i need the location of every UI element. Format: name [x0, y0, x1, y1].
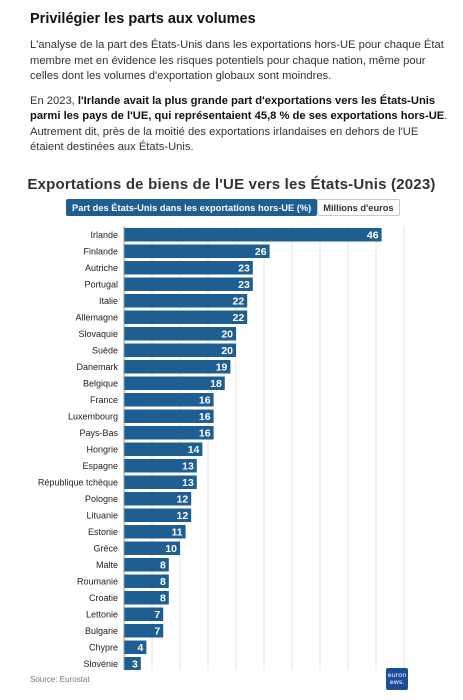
bar-value-label: 8	[160, 576, 166, 588]
bar-value-label: 13	[182, 477, 194, 489]
bar-value-label: 14	[188, 444, 200, 456]
category-label: Chypre	[89, 643, 118, 653]
bar	[124, 541, 180, 555]
bar	[124, 640, 147, 654]
bar-value-label: 19	[216, 361, 228, 373]
bar	[124, 607, 164, 621]
bar	[124, 492, 192, 506]
category-label: Espagne	[82, 461, 118, 471]
bar	[124, 657, 141, 670]
category-label: Pays-Bas	[79, 428, 118, 438]
bar	[124, 475, 197, 489]
bar-value-label: 4	[138, 642, 144, 654]
category-label: Irlande	[90, 230, 118, 240]
category-label: Estonie	[88, 527, 118, 537]
bar	[124, 426, 214, 440]
category-label: Bulgarie	[85, 626, 118, 636]
category-label: Suède	[92, 346, 118, 356]
bar-value-label: 8	[160, 559, 166, 571]
category-label: Hongrie	[86, 445, 118, 455]
bar-value-label: 12	[177, 493, 189, 505]
bar-value-label: 16	[199, 411, 211, 423]
bar-value-label: 10	[165, 543, 177, 555]
category-label: Slovaquie	[78, 329, 118, 339]
bar	[124, 343, 236, 357]
bar	[124, 591, 169, 605]
paragraph-2-lead: En 2023,	[30, 94, 78, 107]
bar-value-label: 20	[221, 328, 233, 340]
bar	[124, 508, 192, 522]
category-label: République tchèque	[38, 478, 118, 488]
bar-value-label: 23	[238, 262, 250, 274]
category-label: Pologne	[85, 494, 118, 504]
category-label: Finlande	[83, 247, 118, 257]
bar-value-label: 11	[171, 526, 182, 538]
euronews-logo: euronews.	[386, 668, 408, 690]
bar-value-label: 8	[160, 592, 166, 604]
category-label: Lituanie	[86, 511, 118, 521]
category-label: Belgique	[83, 379, 118, 389]
bar	[124, 376, 225, 390]
category-label: Croatie	[89, 593, 118, 603]
category-label: Allemagne	[75, 313, 118, 323]
bar	[124, 558, 169, 572]
bar	[124, 409, 214, 423]
category-label: Malte	[96, 560, 118, 570]
chart-title: Exportations de biens de l'UE vers les É…	[27, 176, 436, 193]
category-label: Luxembourg	[68, 412, 118, 422]
article-heading: Privilégier les parts aux volumes	[30, 11, 256, 27]
bar-value-label: 16	[199, 394, 211, 406]
bar-value-label: 18	[210, 378, 222, 390]
bar	[124, 327, 236, 341]
bar-value-label: 22	[233, 312, 245, 324]
bar	[124, 277, 253, 291]
bar	[124, 261, 253, 275]
bar	[124, 442, 203, 456]
bar-value-label: 23	[238, 279, 250, 291]
category-label: Danemark	[76, 362, 118, 372]
bar	[124, 393, 214, 407]
bar	[124, 244, 270, 258]
bar	[124, 228, 382, 242]
bar	[124, 360, 231, 374]
bar-chart: 05101520253035404550Irlande46Finlande26A…	[38, 226, 405, 670]
category-label: Autriche	[85, 263, 118, 273]
source-note: Source: Eurostat	[30, 675, 90, 684]
article-paragraph-2: En 2023, l'Irlande avait la plus grande …	[30, 94, 448, 156]
bar-value-label: 13	[182, 460, 194, 472]
bar-value-label: 26	[255, 246, 267, 258]
bar-value-label: 20	[221, 345, 233, 357]
category-label: Italie	[99, 296, 118, 306]
paragraph-2-rest: . Autrement dit, près de la moitié des e…	[30, 110, 448, 153]
bar-value-label: 12	[177, 510, 189, 522]
logo-text: euronews.	[387, 671, 407, 686]
bar-value-label: 3	[132, 658, 138, 670]
bar-value-label: 16	[199, 427, 211, 439]
bar-value-label: 7	[154, 625, 160, 637]
bar-value-label: 22	[233, 295, 245, 307]
bar	[124, 294, 248, 308]
category-label: Portugal	[84, 280, 118, 290]
category-label: Lettonie	[86, 610, 118, 620]
bar-value-label: 46	[367, 229, 379, 241]
category-label: France	[90, 395, 118, 405]
paragraph-2-highlight: l'Irlande avait la plus grande part d'ex…	[30, 94, 445, 123]
bar-value-label: 7	[154, 609, 160, 621]
bar	[124, 574, 169, 588]
millions-euros-button[interactable]: Millions d'euros	[317, 199, 400, 216]
bar	[124, 624, 164, 638]
category-label: Grèce	[93, 544, 118, 554]
bar	[124, 310, 248, 324]
category-label: Roumanie	[77, 577, 118, 587]
article-paragraph-1: L'analyse de la part des États-Unis dans…	[30, 39, 444, 82]
bar	[124, 525, 186, 539]
bar	[124, 459, 197, 473]
category-label: Slovénie	[83, 659, 118, 669]
article: Privilégier les parts aux volumes L'anal…	[30, 10, 448, 165]
chart-metric-toggle: Part des États-Unis dans les exportation…	[66, 199, 400, 216]
share-percent-button[interactable]: Part des États-Unis dans les exportation…	[66, 199, 318, 216]
